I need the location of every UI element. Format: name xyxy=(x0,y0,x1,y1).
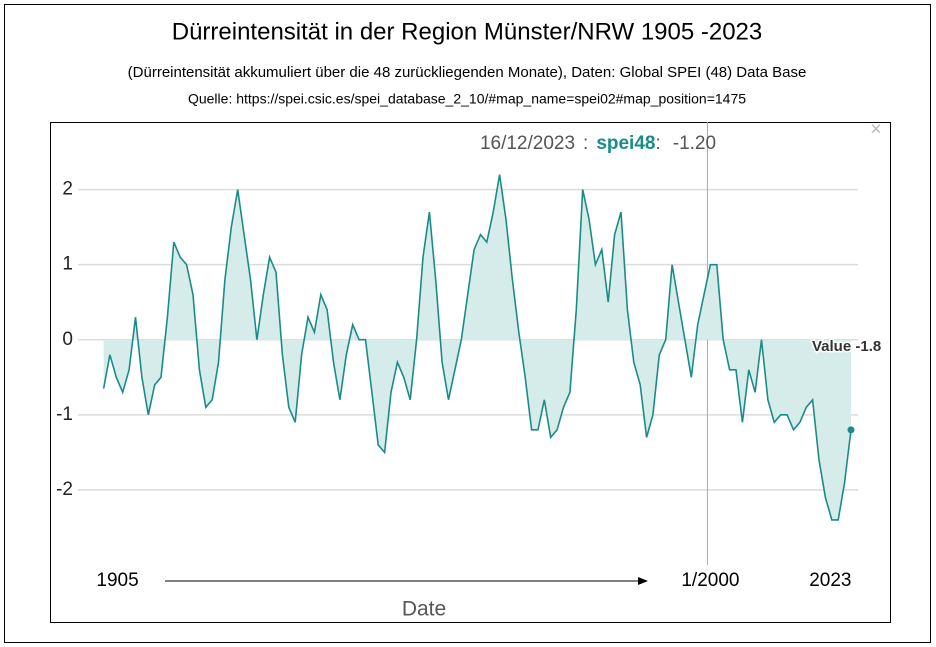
y-tick-label: 2 xyxy=(62,179,73,200)
tooltip: 16/12/2023: spei48: -1.20 xyxy=(480,133,716,154)
point xyxy=(847,426,855,434)
y-tick-label: 1 xyxy=(62,254,73,275)
y-tick-label: 0 xyxy=(62,329,73,350)
tooltip-part: spei48 xyxy=(596,133,655,154)
x-axis-label: Date xyxy=(402,598,446,621)
chart-subtitle: (Dürreintensität akkumuliert über die 48… xyxy=(128,64,807,81)
line xyxy=(102,174,852,521)
x-tick-label: 1905 xyxy=(96,570,138,591)
tooltip-part: : xyxy=(655,133,660,154)
x-tick-label: 2023 xyxy=(809,570,851,591)
chart-title: Dürreintensität in der Region Münster/NR… xyxy=(172,18,763,45)
source: Quelle: https://spei.csic.es/spei_databa… xyxy=(188,91,746,107)
annotation: Value -1.8 xyxy=(812,338,881,355)
x-tick-label: 1/2000 xyxy=(681,570,739,591)
plot: Value -1.8 xyxy=(78,122,883,565)
tooltip-part: -1.20 xyxy=(673,133,716,154)
y-tick-label: -2 xyxy=(56,479,73,500)
tooltip-part: : xyxy=(583,133,588,154)
tooltip-part: 16/12/2023 xyxy=(480,133,575,154)
y-tick-label: -1 xyxy=(56,404,73,425)
close-icon[interactable]: × xyxy=(870,118,882,140)
arrow-head xyxy=(638,577,648,585)
